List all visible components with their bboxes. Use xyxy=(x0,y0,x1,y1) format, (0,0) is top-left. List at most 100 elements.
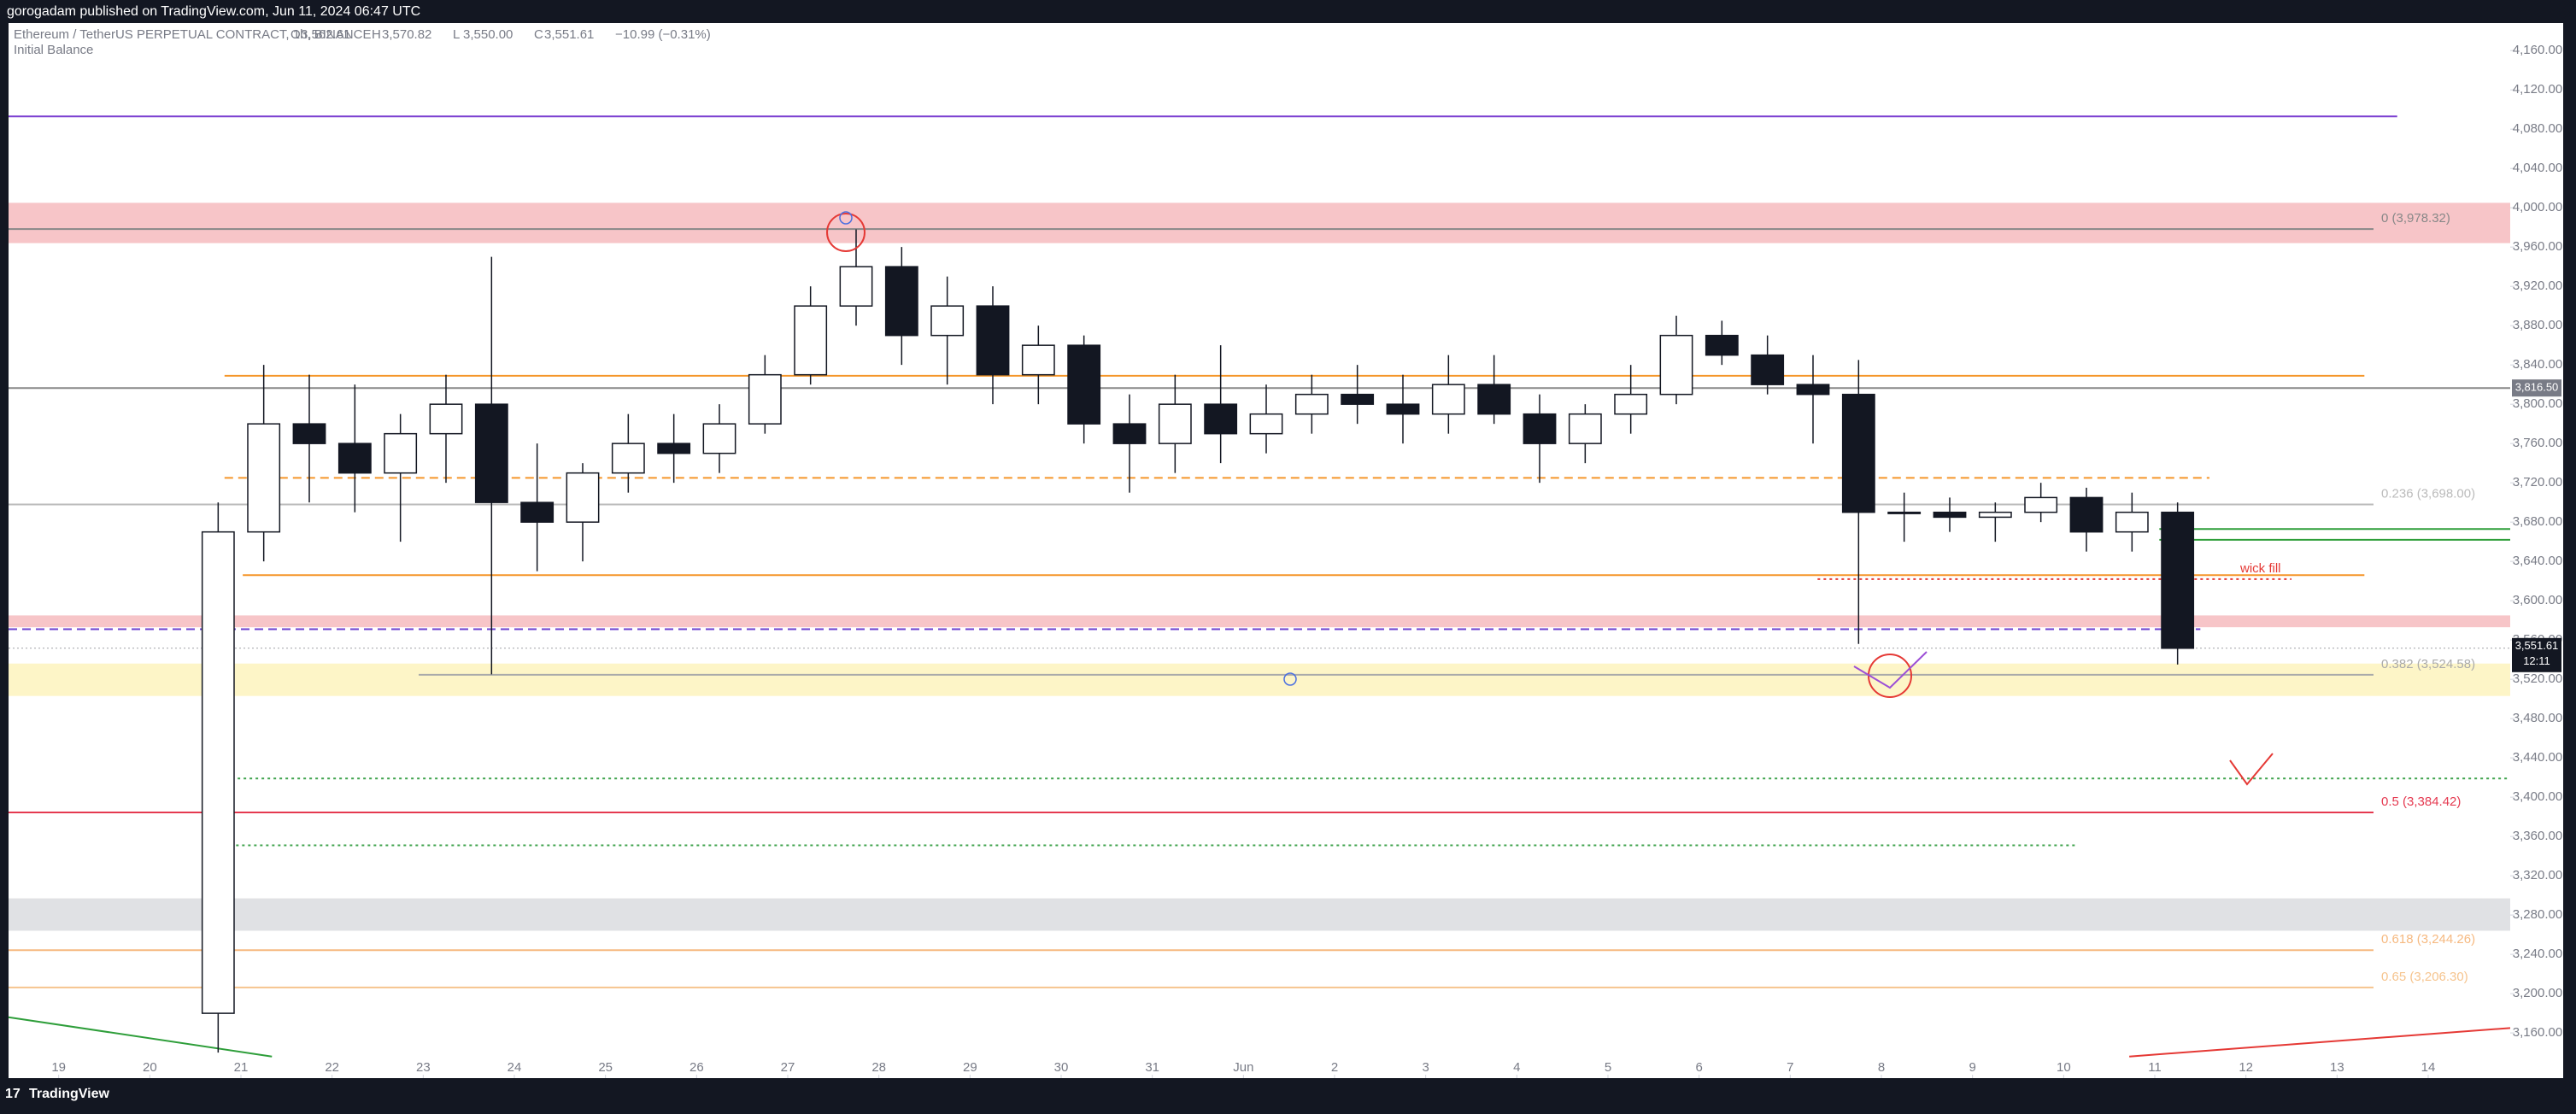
candle-body xyxy=(2115,511,2149,533)
candle-body xyxy=(1294,393,1329,415)
marker-circle xyxy=(826,213,866,252)
x-tick-label: 26 xyxy=(689,1060,704,1075)
candle-body xyxy=(1204,403,1238,435)
x-tick-label: 3 xyxy=(1422,1060,1429,1075)
level-label: 0 (3,978.32) xyxy=(2381,211,2450,226)
legend-key: L xyxy=(453,27,460,42)
brand-logo: 17 xyxy=(5,1087,21,1101)
x-tick-label: 10 xyxy=(2057,1060,2071,1075)
candle-body xyxy=(748,373,782,425)
y-tick-label: 3,160.00 xyxy=(2513,1025,2562,1040)
y-tick-label: 3,960.00 xyxy=(2513,239,2562,254)
x-tick-label: 21 xyxy=(234,1060,249,1075)
candle-body xyxy=(520,501,555,523)
candle-body xyxy=(1705,334,1739,356)
legend-key: O xyxy=(290,27,301,42)
x-tick-label: 4 xyxy=(1513,1060,1520,1075)
candle-body xyxy=(930,305,965,337)
x-tick-label: 30 xyxy=(1054,1060,1069,1075)
level-label: 0.65 (3,206.30) xyxy=(2381,970,2468,984)
candle-body xyxy=(976,305,1010,376)
x-tick-label: 22 xyxy=(325,1060,339,1075)
candle-body xyxy=(1477,384,1511,415)
candle-body xyxy=(2024,496,2058,513)
indicator: Initial Balance xyxy=(14,43,93,57)
arrow-drawing xyxy=(1853,651,1928,689)
trend-line xyxy=(2129,1027,2511,1058)
zone xyxy=(9,663,2510,696)
x-tick-label: 31 xyxy=(1145,1060,1159,1075)
y-tick-label: 4,120.00 xyxy=(2513,82,2562,97)
x-tick-label: 6 xyxy=(1695,1060,1702,1075)
x-tick-label: 25 xyxy=(598,1060,613,1075)
y-tick-label: 3,840.00 xyxy=(2513,357,2562,372)
candle-body xyxy=(1112,423,1147,444)
last-price-text: 3,551.61 xyxy=(2515,639,2559,652)
candle-body xyxy=(1614,393,1648,415)
publisher: gorogadam published on TradingView.com, … xyxy=(7,4,420,19)
y-tick-label: 3,640.00 xyxy=(2513,554,2562,568)
legend-key: C xyxy=(534,27,543,42)
y-tick-label: 3,880.00 xyxy=(2513,318,2562,332)
last-price-tag xyxy=(2512,637,2561,672)
y-tick-label: 3,400.00 xyxy=(2513,789,2562,804)
y-tick-label: 3,520.00 xyxy=(2513,671,2562,686)
y-tick-label: 4,040.00 xyxy=(2513,161,2562,175)
candle-body xyxy=(884,266,918,337)
candle-body xyxy=(1568,413,1602,444)
zone xyxy=(9,898,2510,931)
legend-change: −10.99 (−0.31%) xyxy=(615,27,711,42)
candle-body xyxy=(1796,384,1830,396)
candle-body xyxy=(429,403,463,435)
y-tick-label: 3,440.00 xyxy=(2513,750,2562,765)
x-tick-label: 11 xyxy=(2148,1060,2162,1075)
legend-value: 3,562.61 xyxy=(301,27,350,42)
y-tick-label: 3,360.00 xyxy=(2513,829,2562,843)
candle-body xyxy=(1933,511,1967,519)
x-tick-label: 2 xyxy=(1331,1060,1338,1075)
price-tag xyxy=(2512,379,2561,397)
candle-body xyxy=(839,266,873,307)
x-tick-label: 20 xyxy=(143,1060,157,1075)
candle-body xyxy=(1158,403,1192,444)
zone xyxy=(9,615,2510,628)
x-tick-label: 12 xyxy=(2239,1060,2253,1075)
candle-body xyxy=(566,472,600,523)
candle-body xyxy=(2161,511,2195,649)
level-label: 0.236 (3,698.00) xyxy=(2381,486,2475,501)
legend-key: H xyxy=(372,27,381,42)
x-tick-label: Jun xyxy=(1233,1060,1253,1075)
candle-body xyxy=(292,423,326,444)
level-label: 0.5 (3,384.42) xyxy=(2381,794,2461,809)
y-tick-label: 4,160.00 xyxy=(2513,43,2562,57)
candle-body xyxy=(1021,344,1055,376)
arrow-drawing xyxy=(2229,753,2274,786)
candle-body xyxy=(1887,511,1922,514)
countdown: 12:11 xyxy=(2523,654,2550,667)
marker-badge xyxy=(1283,672,1297,686)
y-tick-label: 3,240.00 xyxy=(2513,947,2562,961)
y-tick-label: 3,680.00 xyxy=(2513,514,2562,529)
zone xyxy=(9,202,2510,243)
x-tick-label: 19 xyxy=(51,1060,66,1075)
level-label: 0.618 (3,244.26) xyxy=(2381,932,2475,947)
candle-body xyxy=(657,443,691,454)
candle-body xyxy=(1523,413,1557,444)
x-tick-label: 9 xyxy=(1969,1060,1975,1075)
x-tick-label: 8 xyxy=(1878,1060,1885,1075)
x-tick-label: 29 xyxy=(963,1060,977,1075)
y-tick-label: 3,280.00 xyxy=(2513,907,2562,922)
x-tick-label: 28 xyxy=(871,1060,886,1075)
x-tick-label: 7 xyxy=(1787,1060,1793,1075)
candle-body xyxy=(1431,384,1465,415)
brand: TradingView xyxy=(29,1087,110,1101)
y-tick-label: 3,760.00 xyxy=(2513,436,2562,450)
x-tick-label: 13 xyxy=(2330,1060,2344,1075)
x-tick-label: 24 xyxy=(508,1060,522,1075)
y-tick-label: 3,920.00 xyxy=(2513,278,2562,293)
candle-body xyxy=(1386,403,1420,415)
candle-body xyxy=(611,443,645,474)
legend-value: 3,550.00 xyxy=(463,27,513,42)
